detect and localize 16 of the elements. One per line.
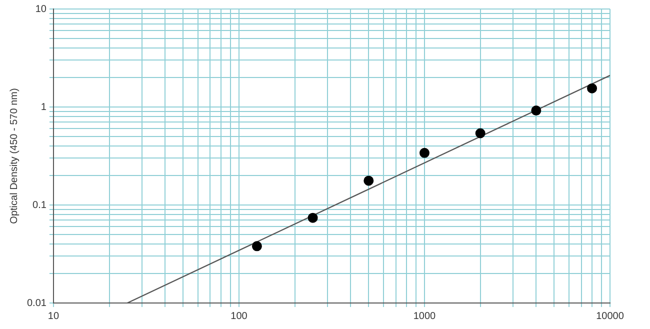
y-tick-label: 0.01 (26, 298, 47, 309)
y-tick-label: 0.1 (32, 200, 47, 211)
y-tick-label: 10 (35, 4, 47, 15)
point (364, 176, 374, 186)
x-tick-label: 1000 (413, 310, 436, 322)
x-tick-label: 10 (48, 310, 60, 322)
y-axis-title: Optical Density (450 - 570 nm) (8, 88, 20, 224)
point (308, 212, 318, 223)
point (587, 83, 598, 94)
point (531, 106, 542, 116)
point (419, 148, 430, 158)
point (252, 241, 262, 252)
point (475, 128, 486, 138)
x-tick-label: 10000 (596, 310, 624, 322)
y-tick-label: 1 (40, 102, 47, 113)
x-tick-label: 100 (230, 310, 248, 322)
